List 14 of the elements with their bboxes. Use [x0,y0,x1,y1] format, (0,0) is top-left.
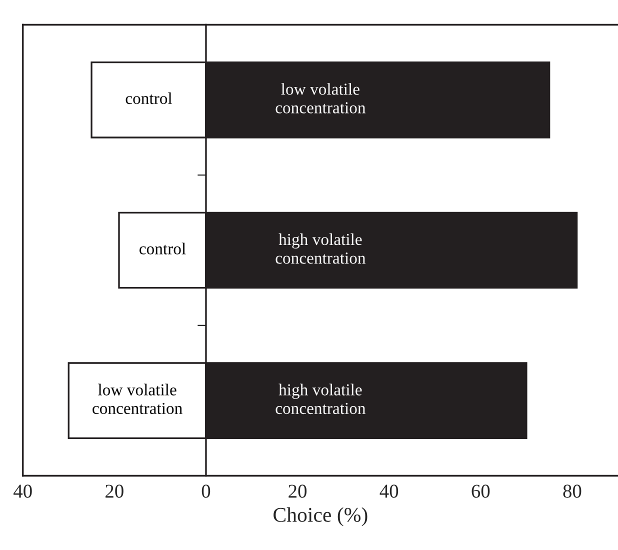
x-axis-title: Choice (%) [274,507,368,526]
x-tick-label: 40 [380,484,398,498]
data-label: low volatile concentration [276,83,366,114]
x-tick-label: 0 [202,484,210,498]
x-tick-label: 20 [288,484,307,498]
data-label: low volatile concentration [92,384,182,414]
data-label: control [126,92,172,104]
x-tick-label: 80 [563,484,582,498]
x-tick-label: 60 [472,484,490,498]
data-label: high volatile concentration [276,233,366,264]
x-tick-label: 40 [14,484,32,498]
data-label: high volatile concentration [276,384,366,414]
data-label: control [140,242,186,254]
x-tick-label: 20 [106,484,124,498]
